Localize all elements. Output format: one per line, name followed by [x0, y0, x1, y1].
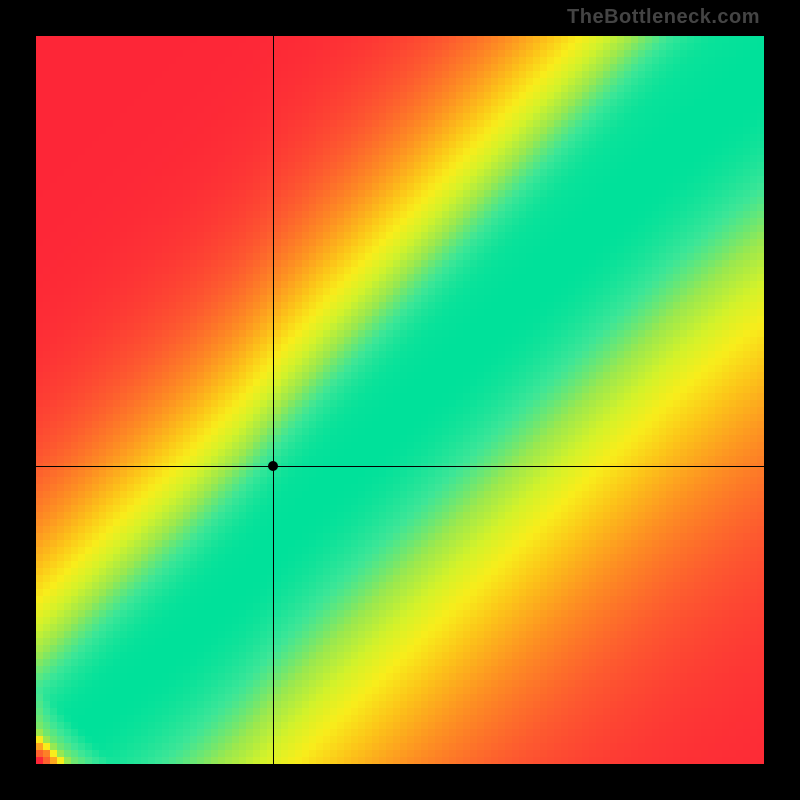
crosshair-horizontal: [36, 466, 764, 467]
heatmap-canvas: [36, 36, 764, 764]
heatmap-plot: [36, 36, 764, 764]
crosshair-dot: [268, 461, 278, 471]
watermark-text: TheBottleneck.com: [567, 6, 760, 29]
crosshair-vertical: [273, 36, 274, 764]
